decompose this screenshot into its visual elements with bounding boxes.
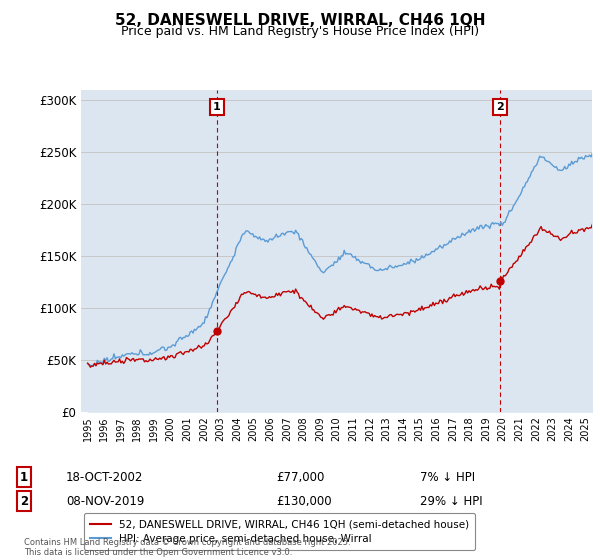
Text: 2: 2: [20, 494, 28, 508]
Text: 18-OCT-2002: 18-OCT-2002: [66, 470, 143, 484]
Text: 52, DANESWELL DRIVE, WIRRAL, CH46 1QH: 52, DANESWELL DRIVE, WIRRAL, CH46 1QH: [115, 13, 485, 28]
Text: Contains HM Land Registry data © Crown copyright and database right 2025.
This d: Contains HM Land Registry data © Crown c…: [24, 538, 350, 557]
Text: £77,000: £77,000: [276, 470, 325, 484]
Text: 7% ↓ HPI: 7% ↓ HPI: [420, 470, 475, 484]
Legend: 52, DANESWELL DRIVE, WIRRAL, CH46 1QH (semi-detached house), HPI: Average price,: 52, DANESWELL DRIVE, WIRRAL, CH46 1QH (s…: [83, 514, 475, 550]
Text: 08-NOV-2019: 08-NOV-2019: [66, 494, 145, 508]
Text: 2: 2: [497, 102, 504, 112]
Text: 29% ↓ HPI: 29% ↓ HPI: [420, 494, 482, 508]
Text: 1: 1: [213, 102, 221, 112]
Text: 1: 1: [20, 470, 28, 484]
Text: Price paid vs. HM Land Registry's House Price Index (HPI): Price paid vs. HM Land Registry's House …: [121, 25, 479, 38]
Text: £130,000: £130,000: [276, 494, 332, 508]
